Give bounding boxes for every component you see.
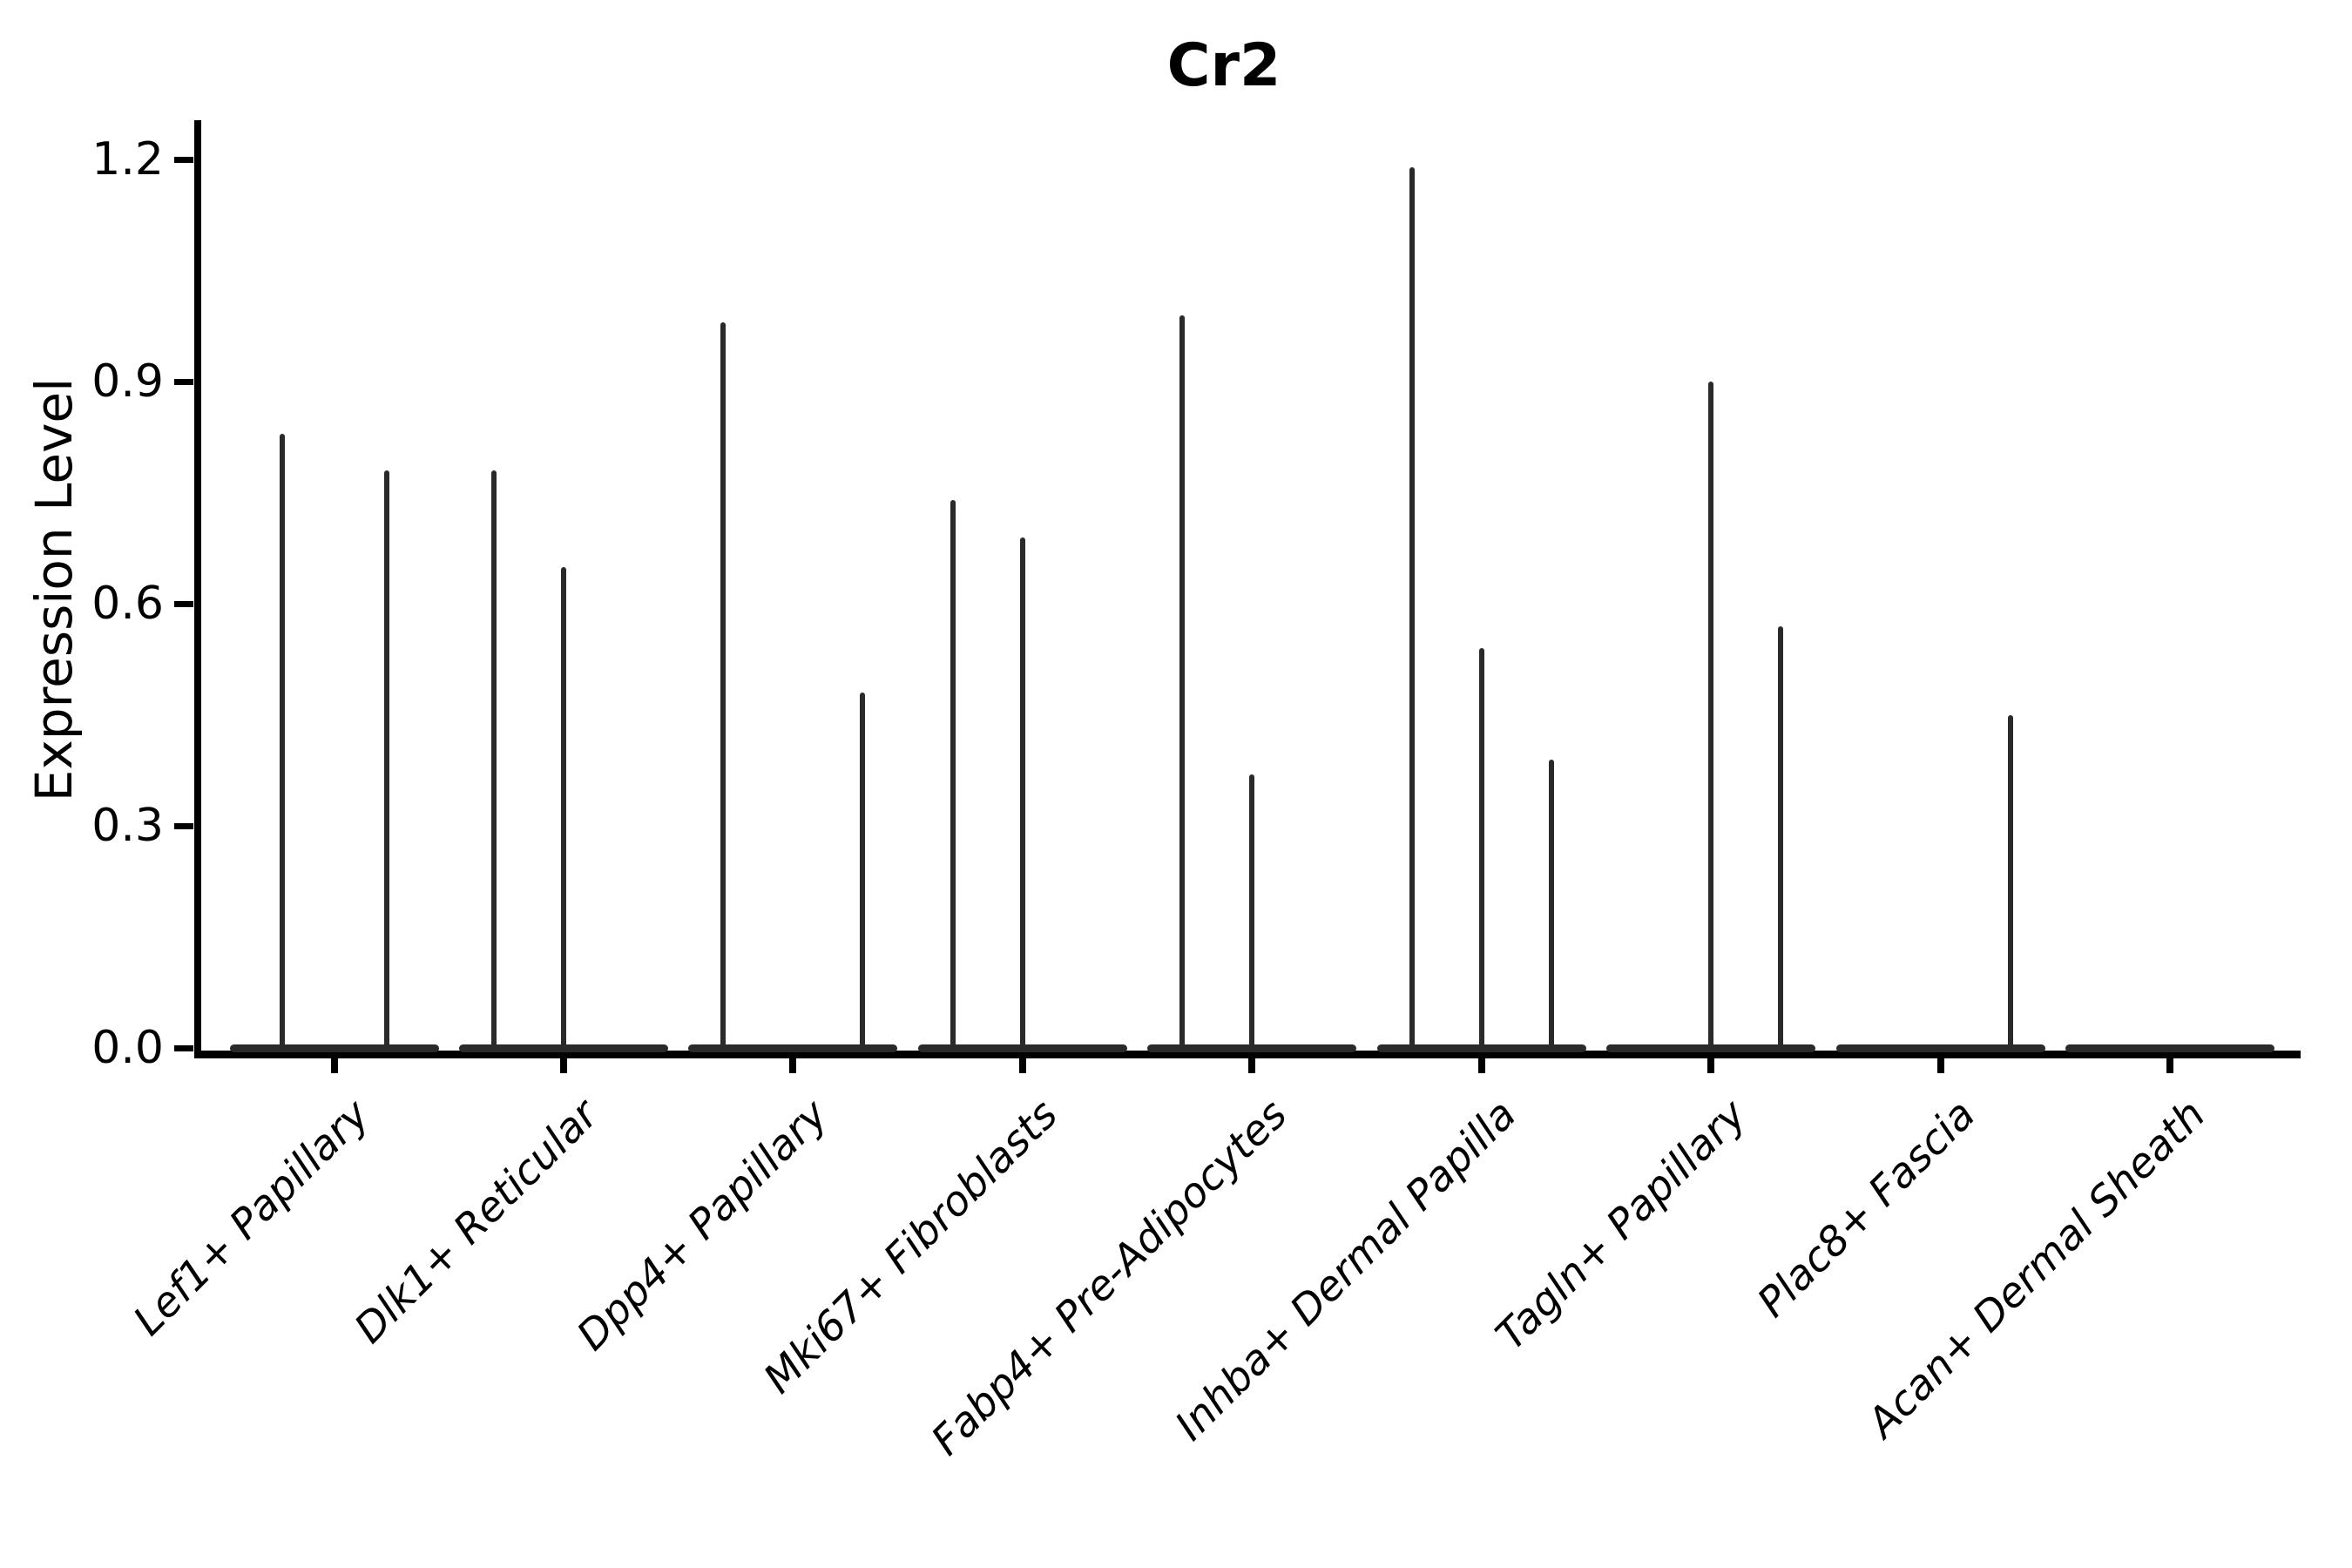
violin-base: [2065, 1044, 2275, 1052]
violin-spike: [2007, 714, 2013, 1048]
x-tick-mark: [1707, 1058, 1715, 1073]
violin-base: [1376, 1044, 1586, 1052]
violin-spike: [1179, 314, 1186, 1048]
y-tick-label: 1.2: [91, 133, 164, 186]
violin-spike: [1778, 625, 1784, 1048]
x-tick-mark: [2166, 1058, 2174, 1073]
y-tick-label: 0.3: [91, 800, 164, 852]
violin-base: [917, 1044, 1127, 1052]
y-axis-spine: [194, 120, 201, 1058]
violin-spike: [383, 470, 389, 1048]
violin-spike: [279, 433, 285, 1048]
y-tick-mark: [174, 822, 193, 829]
violin-spike: [1548, 759, 1554, 1048]
violin-spike: [1019, 537, 1025, 1048]
x-tick-label: Dpp4+ Papillary: [568, 1091, 838, 1361]
x-tick-mark: [1248, 1058, 1256, 1073]
violin-spike: [860, 693, 866, 1048]
y-tick-mark: [174, 156, 193, 163]
violin-spike: [1249, 774, 1255, 1048]
violin-spike: [1409, 166, 1415, 1048]
violin-base: [229, 1044, 439, 1052]
y-tick-mark: [174, 378, 193, 385]
x-tick-mark: [1018, 1058, 1026, 1073]
y-tick-mark: [174, 1044, 193, 1051]
violin-base: [1835, 1044, 2045, 1052]
x-tick-mark: [559, 1058, 567, 1073]
violin-spike: [950, 500, 956, 1048]
x-tick-mark: [1477, 1058, 1485, 1073]
y-tick-label: 0.0: [91, 1022, 164, 1074]
x-tick-label: Dlk1+ Reticular: [345, 1091, 608, 1353]
x-tick-mark: [1936, 1058, 1944, 1073]
x-tick-label: Plac8+ Fascia: [1748, 1091, 1985, 1328]
x-axis-spine: [194, 1051, 2301, 1058]
violin-base: [1147, 1044, 1357, 1052]
violin-base: [458, 1044, 668, 1052]
y-axis-label: Expression Level: [24, 377, 84, 802]
x-tick-mark: [330, 1058, 338, 1073]
violin-base: [688, 1044, 898, 1052]
violin-spike: [560, 566, 566, 1048]
y-tick-label: 0.6: [91, 578, 164, 630]
x-tick-label: Tagln+ Papillary: [1486, 1091, 1756, 1360]
violin-base: [1606, 1044, 1816, 1052]
violin-spike: [1478, 648, 1484, 1048]
y-tick-label: 0.9: [91, 355, 164, 408]
x-tick-label: Lef1+ Papillary: [124, 1091, 379, 1346]
violin-spike: [720, 322, 727, 1048]
y-tick-mark: [174, 600, 193, 607]
chart-title: Cr2: [1166, 31, 1281, 100]
x-tick-mark: [789, 1058, 797, 1073]
violin-spike: [1708, 382, 1714, 1048]
violin-spike: [490, 470, 497, 1048]
